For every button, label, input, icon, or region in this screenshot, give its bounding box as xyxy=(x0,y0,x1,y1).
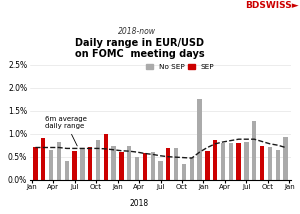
Bar xyxy=(197,99,202,180)
Bar xyxy=(158,161,163,180)
Bar xyxy=(276,150,280,180)
Bar xyxy=(72,151,77,180)
Text: 2018: 2018 xyxy=(129,199,148,208)
Bar xyxy=(221,143,225,180)
Bar xyxy=(41,138,45,180)
Bar xyxy=(260,146,264,180)
Title: Daily range in EUR/USD
on FOMC  meeting days: Daily range in EUR/USD on FOMC meeting d… xyxy=(75,37,204,59)
Bar xyxy=(143,153,147,180)
Text: BDSWISS►: BDSWISS► xyxy=(245,1,298,10)
Bar xyxy=(205,151,209,180)
Bar xyxy=(88,147,92,180)
Bar xyxy=(213,140,217,180)
Bar xyxy=(229,143,233,180)
Bar xyxy=(252,121,256,180)
Bar xyxy=(151,152,155,180)
Bar xyxy=(166,149,170,180)
Bar xyxy=(268,147,272,180)
Text: 6m average
daily range: 6m average daily range xyxy=(45,116,87,146)
Bar xyxy=(182,164,186,180)
Bar xyxy=(190,157,194,180)
Bar xyxy=(33,147,38,180)
Bar xyxy=(119,152,124,180)
Bar xyxy=(112,146,116,180)
Bar xyxy=(64,161,69,180)
Bar xyxy=(135,157,139,180)
Bar xyxy=(244,142,249,180)
Bar xyxy=(80,149,85,180)
Bar xyxy=(127,146,131,180)
Bar xyxy=(57,142,61,180)
Bar xyxy=(96,140,100,180)
Legend: No SEP, SEP: No SEP, SEP xyxy=(146,64,214,70)
Bar xyxy=(49,150,53,180)
Bar xyxy=(236,143,241,180)
Text: 2018-now: 2018-now xyxy=(118,27,155,36)
Bar xyxy=(284,137,288,180)
Bar xyxy=(104,134,108,180)
Bar xyxy=(174,149,178,180)
